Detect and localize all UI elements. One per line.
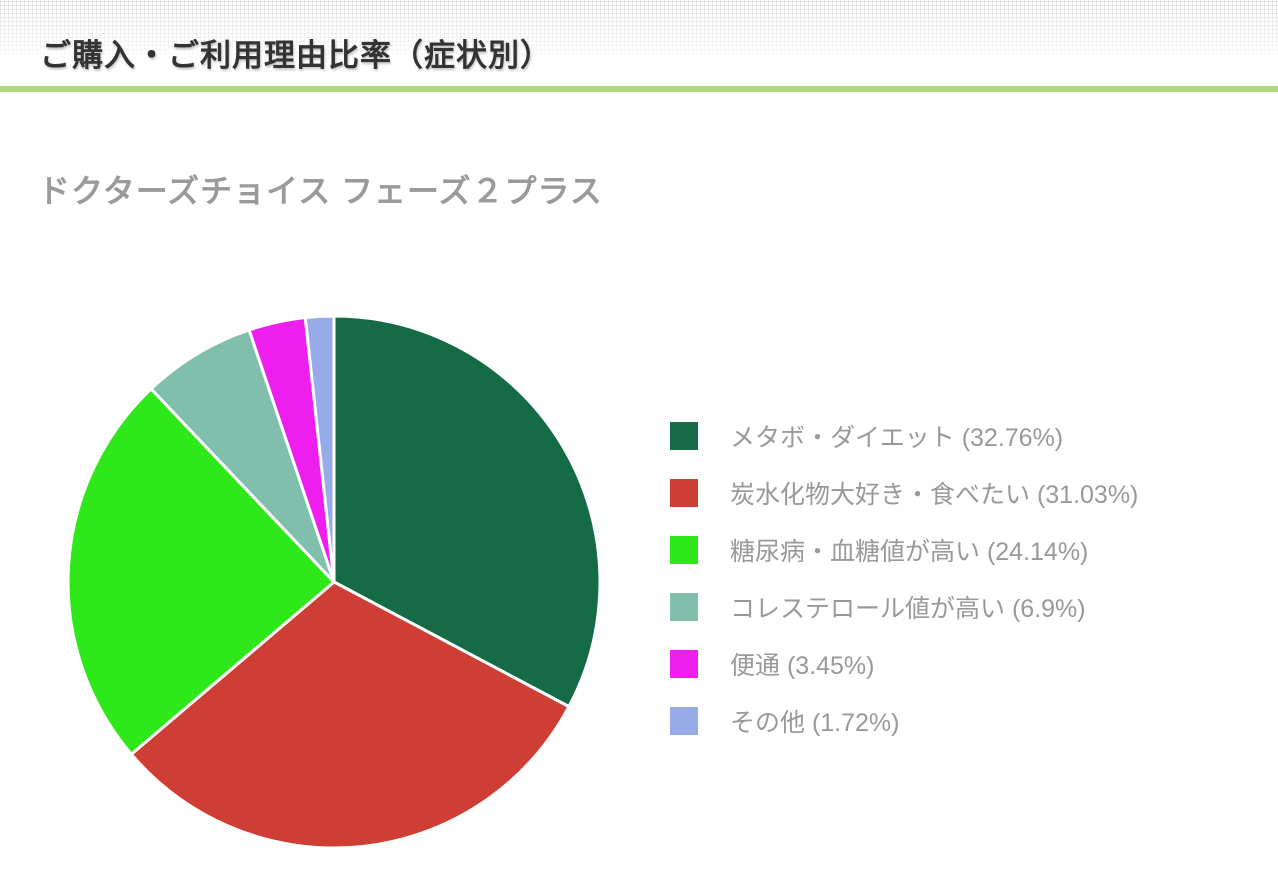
legend-label: その他 (1.72%) [730, 709, 900, 737]
legend-swatch-icon [670, 422, 698, 450]
legend-label: メタボ・ダイエット (32.76%) [730, 424, 1064, 452]
pie-slice [332, 314, 602, 709]
chart-legend: メタボ・ダイエット (32.76%) 炭水化物大好き・食べたい (31.03%)… [670, 422, 1138, 764]
legend-item: 便通 (3.45%) [670, 650, 1138, 680]
legend-label: 糖尿病・血糖値が高い (24.14%) [730, 538, 1089, 566]
page-header: ご購入・ご利用理由比率（症状別） [0, 0, 1278, 92]
legend-item: 炭水化物大好き・食べたい (31.03%) [670, 479, 1138, 509]
pie-slice [66, 387, 336, 756]
legend-swatch-icon [670, 479, 698, 507]
pie-slice [129, 580, 571, 850]
legend-swatch-icon [670, 650, 698, 678]
legend-swatch-icon [670, 593, 698, 621]
legend-label: 便通 (3.45%) [730, 652, 875, 680]
legend-label: コレステロール値が高い (6.9%) [730, 595, 1086, 623]
page-title: ご購入・ご利用理由比率（症状別） [40, 38, 552, 73]
pie-chart [66, 314, 602, 850]
legend-item: その他 (1.72%) [670, 707, 1138, 737]
legend-item: メタボ・ダイエット (32.76%) [670, 422, 1138, 452]
pie-slice [149, 328, 336, 584]
legend-item: 糖尿病・血糖値が高い (24.14%) [670, 536, 1138, 566]
legend-item: コレステロール値が高い (6.9%) [670, 593, 1138, 623]
legend-label: 炭水化物大好き・食べたい (31.03%) [730, 481, 1139, 509]
chart-subtitle: ドクターズチョイス フェーズ２プラス [38, 173, 603, 209]
legend-swatch-icon [670, 536, 698, 564]
pie-slice [303, 314, 336, 584]
legend-swatch-icon [670, 707, 698, 735]
